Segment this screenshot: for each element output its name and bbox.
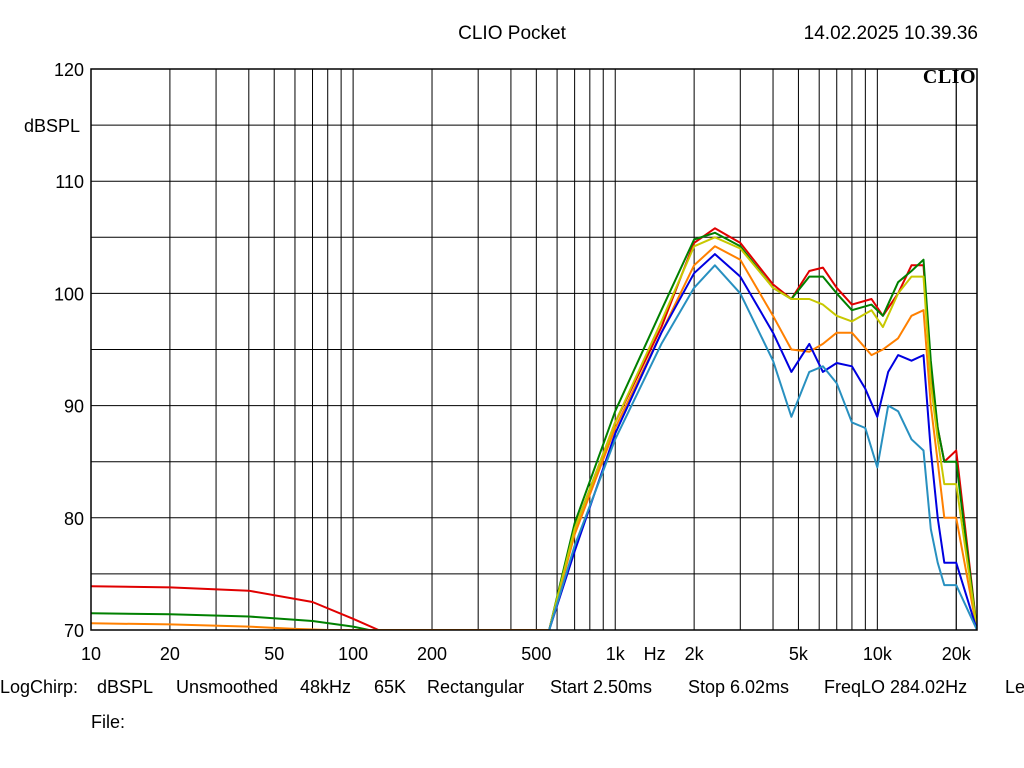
size-label: 65K xyxy=(374,677,407,697)
x-tick-label: 10 xyxy=(81,644,101,664)
freqlo-label: FreqLO 284.02Hz xyxy=(824,677,968,697)
page-title: CLIO Pocket xyxy=(458,23,566,44)
x-tick-labels: 10 20 50 100 200 500 1k 2k 5k 10k 20k xyxy=(81,644,972,664)
x-tick-label: 500 xyxy=(521,644,551,664)
plot-frame xyxy=(90,68,978,631)
file-label: File: xyxy=(91,712,126,732)
series-line-5 xyxy=(548,253,977,630)
y-tick-label: 90 xyxy=(64,397,84,417)
x-axis-label: Hz xyxy=(644,644,666,664)
stop-label: Stop 6.02ms xyxy=(688,677,790,697)
grid-major xyxy=(91,68,977,631)
timestamp: 14.02.2025 10.39.36 xyxy=(803,23,978,44)
clio-logo: CLIO xyxy=(922,66,976,88)
y-tick-label: 100 xyxy=(54,284,84,304)
mode-label: LogChirp: xyxy=(0,677,79,697)
series-layer xyxy=(91,227,977,630)
smoothing-label: Unsmoothed xyxy=(176,677,279,697)
x-tick-label: 20k xyxy=(942,644,972,664)
x-tick-label: 10k xyxy=(863,644,893,664)
x-tick-label: 50 xyxy=(264,644,284,664)
truncated-label: Le xyxy=(1005,677,1024,697)
y-tick-labels: 70 80 90 100 110 120 xyxy=(54,60,84,641)
x-tick-label: 100 xyxy=(338,644,368,664)
x-tick-label: 20 xyxy=(160,644,180,664)
x-tick-label: 2k xyxy=(685,644,705,664)
x-tick-label: 200 xyxy=(417,644,447,664)
window-label: Rectangular xyxy=(427,677,525,697)
y-tick-label: 70 xyxy=(64,621,84,641)
y-tick-label: 80 xyxy=(64,509,84,529)
series-line-4 xyxy=(548,236,977,630)
rate-label: 48kHz xyxy=(300,677,352,697)
measurement-settings: LogChirp: dBSPL Unsmoothed 48kHz 65K Rec… xyxy=(0,677,1024,699)
y-tick-label: 120 xyxy=(54,60,84,80)
start-label: Start 2.50ms xyxy=(550,677,653,697)
x-tick-label: 1k xyxy=(606,644,626,664)
series-line-2 xyxy=(91,231,977,630)
unit-label: dBSPL xyxy=(97,677,154,697)
series-line-6 xyxy=(548,264,977,630)
x-tick-label: 5k xyxy=(789,644,809,664)
y-tick-label: 110 xyxy=(55,172,84,192)
y-axis-label: dBSPL xyxy=(24,116,81,136)
series-line-1 xyxy=(91,227,977,630)
series-line-3 xyxy=(91,245,977,630)
